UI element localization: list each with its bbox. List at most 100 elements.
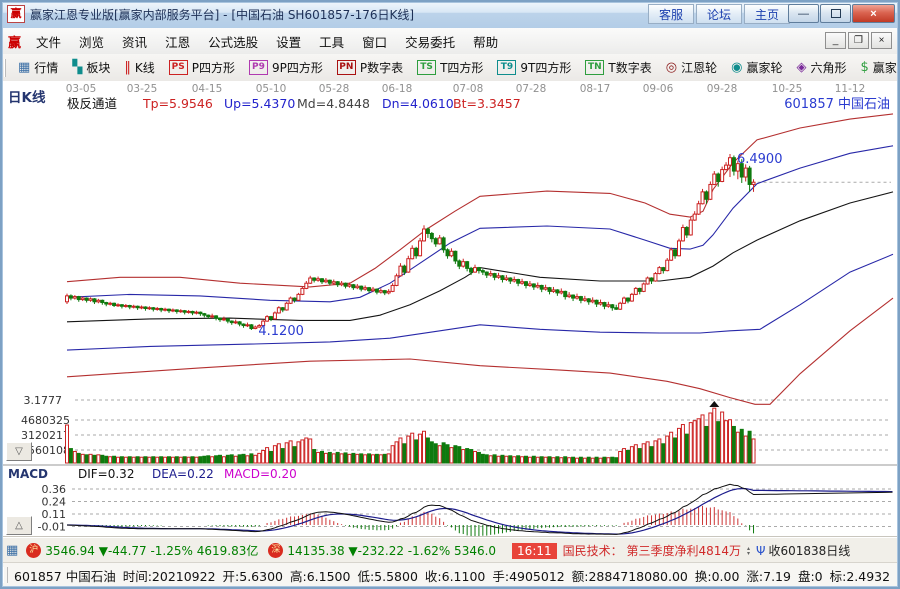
toolbar-item-6[interactable]: TS T四方形 (410, 56, 490, 80)
toolbar-drag-handle (4, 58, 6, 77)
toolbar-item-label: T数字表 (608, 61, 652, 75)
menu-item-5[interactable]: 设置 (276, 34, 302, 50)
news-scroll-arrows[interactable]: ▴ ▾ (747, 544, 751, 557)
macd-dea-value: DEA=0.22 (152, 467, 214, 481)
toolbar-item-10[interactable]: ◉ 赢家轮 (724, 56, 789, 80)
mdi-close-button[interactable]: × (871, 32, 892, 49)
index-quote-1: 14135.38 ▼-232.22 -1.62% 5346.0 (287, 543, 497, 558)
quote-field-6: 手:4905012 (492, 568, 565, 584)
toolbar-item-7[interactable]: T9 9T四方形 (490, 56, 578, 80)
volume-scale-label: 4680325 (21, 414, 70, 427)
toolbar-item-12[interactable]: $赢家服务 (853, 56, 900, 80)
indicator-bt: Bt=3.3457 (453, 96, 521, 111)
pane-period-label: 日K线 (8, 89, 46, 106)
quote-field-1: 时间:20210922 (122, 568, 216, 584)
maximize-button[interactable] (820, 4, 851, 23)
hexagon-icon: ◈ (796, 59, 807, 75)
titlebar-link-buttons: 客服 论坛 主页 (646, 4, 790, 24)
date-tick: 08-17 (580, 83, 611, 95)
menu-item-4[interactable]: 公式选股 (208, 34, 259, 50)
winner-service-icon: $ (860, 59, 869, 75)
quote-field-4: 低:5.5800 (357, 568, 418, 584)
macd-dea-line (67, 488, 893, 535)
volume-pane-collapse-button[interactable]: ▽ (6, 442, 32, 461)
indicator-md: Md=4.8448 (297, 96, 370, 111)
minimize-icon: — (798, 7, 809, 20)
macd-header: MACD DIF=0.32 DEA=0.22 MACD=0.20 (8, 467, 297, 481)
quote-field-0: 601857 中国石油 (14, 568, 116, 584)
close-icon: × (870, 7, 877, 20)
toolbar-item-11[interactable]: ◈ 六角形 (789, 56, 853, 80)
macd-dif-value: DIF=0.32 (78, 467, 134, 481)
toolbar-item-1[interactable]: ▚ 板块 (65, 56, 117, 80)
date-tick: 04-15 (192, 83, 223, 95)
channel-line-dn (66, 253, 894, 351)
menu-item-9[interactable]: 帮助 (473, 34, 499, 50)
toolbar-item-label: 赢家轮 (746, 61, 783, 75)
date-axis: 03-05 03-25 04-15 05-10 05-28 06-18 07-08 07-28… (66, 83, 866, 95)
macd-scale-label: -0.01 (38, 521, 66, 534)
marked-low-label: 4.1200 (258, 324, 304, 339)
titlebar-link-button-1[interactable]: 论坛 (696, 4, 742, 24)
scroll-up-icon[interactable]: ▴ (747, 544, 751, 552)
menu-logo-icon: 赢 (8, 35, 22, 51)
titlebar-link-button-2[interactable]: 主页 (744, 4, 790, 24)
volume-scale-label: 1560108 (21, 444, 70, 457)
toolbar-item-9[interactable]: ◎ 江恩轮 (659, 56, 724, 80)
axis-labels: 3.1777 4680325 3120217 1560108 0.360.240.11-… (21, 394, 70, 534)
date-tick: 07-28 (516, 83, 547, 95)
menu-item-3[interactable]: 江恩 (165, 34, 191, 50)
quote-field-8: 换:0.00 (694, 568, 740, 584)
date-tick: 09-28 (707, 83, 738, 95)
toolbar-item-3[interactable]: PS P四方形 (162, 56, 242, 80)
channel-line-md (66, 191, 894, 323)
date-tick: 06-18 (382, 83, 413, 95)
menu-item-0[interactable]: 文件 (36, 34, 62, 50)
titlebar: 赢 赢家江恩专业版[赢家内部服务平台] - [中国石油 SH601857-176… (0, 0, 900, 29)
toolbar-item-label: P四方形 (191, 61, 235, 75)
toolbar-item-4[interactable]: P9 9P四方形 (242, 56, 330, 80)
mdi-window-controls: _ ❐ × (823, 32, 892, 49)
toolbar: ▦ 行情 ▚ 板块 ‖ K线 PS P四方形 P9 9P四方形 PN P数字表 TS T四方形 T9 9T四方… (0, 54, 900, 82)
volume-peak-marker (709, 401, 720, 407)
date-tick: 03-25 (127, 83, 158, 95)
winner-wheel-icon: ◉ (731, 59, 743, 75)
close-button[interactable]: × (852, 4, 895, 23)
index-quotes: 沪 3546.94 ▼-44.77 -1.25% 4619.83亿深 14135.3… (22, 542, 502, 559)
quote-field-3: 高:6.1500 (290, 568, 351, 584)
mdi-restore-button[interactable]: ❐ (848, 32, 869, 49)
quote-field-9: 涨:7.19 (746, 568, 791, 584)
date-tick: 03-05 (66, 83, 97, 95)
toolbar-item-2[interactable]: ‖ K线 (117, 56, 161, 80)
kline-chart-canvas[interactable]: 03-05 03-25 04-15 05-10 05-28 06-18 07-08 07-28… (0, 81, 900, 537)
menu-item-8[interactable]: 交易委托 (405, 34, 456, 50)
menu-item-6[interactable]: 工具 (319, 34, 345, 50)
date-tick: 05-10 (256, 83, 287, 95)
indicator-tp: Tp=5.9546 (142, 96, 213, 111)
toolbar-item-label: 板块 (86, 61, 111, 75)
date-tick: 09-06 (643, 83, 674, 95)
toolbar-item-0[interactable]: ▦ 行情 (11, 56, 65, 80)
titlebar-link-button-0[interactable]: 客服 (648, 4, 694, 24)
toolbar-item-8[interactable]: TN T数字表 (578, 56, 658, 80)
menu-item-2[interactable]: 资讯 (122, 34, 148, 50)
indicator-dn: Dn=4.0610 (382, 96, 454, 111)
date-tick: 11-12 (835, 83, 866, 95)
volume-scale-label: 3120217 (21, 429, 70, 442)
channel-indicator-header: 极反通道 Tp=5.9546 Up=5.4370 Md=4.8448 Dn=4.0610… (67, 96, 521, 111)
minimize-button[interactable]: — (788, 4, 819, 23)
sectors-icon: ▚ (72, 59, 83, 75)
macd-pane-expand-button[interactable]: △ (6, 516, 32, 535)
mdi-minimize-button[interactable]: _ (825, 32, 846, 49)
news-ticker[interactable]: 国民技术： 第三季度净利4814万 (562, 544, 741, 558)
marked-high-label: 6.4900 (737, 152, 783, 167)
toolbar-item-5[interactable]: PN P数字表 (330, 56, 410, 80)
scroll-down-icon[interactable]: ▾ (747, 549, 751, 557)
toolbar-item-label: 六角形 (810, 61, 847, 75)
candles (65, 153, 756, 331)
menu-item-7[interactable]: 窗口 (362, 34, 388, 50)
status-bar: ▦ 沪 3546.94 ▼-44.77 -1.25% 4619.83亿深 14135… (0, 537, 900, 563)
menu-item-1[interactable]: 浏览 (79, 34, 105, 50)
kline-icon: ‖ (124, 59, 131, 75)
